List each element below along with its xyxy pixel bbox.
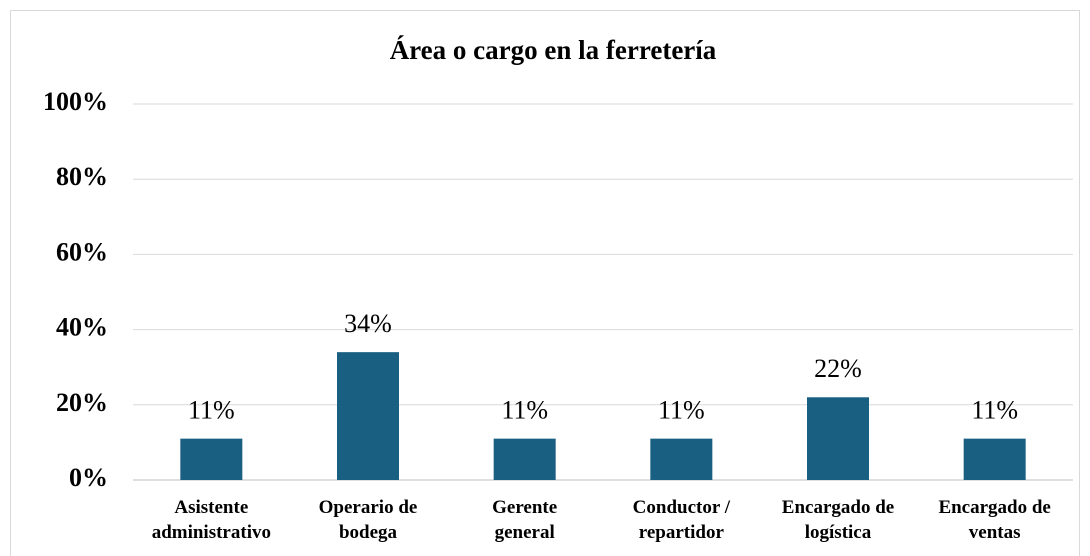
x-tick-label: Operario de bodega [318,497,418,543]
y-tick-label: 60% [56,237,108,266]
data-label: 11% [501,396,548,425]
bar [337,352,399,480]
bar [807,397,869,480]
y-tick-label: 100% [43,87,108,116]
y-tick-label: 0% [69,463,108,492]
chart-title: Área o cargo en la ferretería [390,35,717,65]
y-tick-label: 80% [56,162,108,191]
y-tick-label: 20% [56,388,108,417]
bar [963,438,1026,480]
bar [493,438,556,480]
y-tick-label: 40% [56,313,108,342]
x-tick-label: Encargado de logística [781,497,895,543]
bar [650,438,713,480]
data-label: 11% [971,396,1018,425]
data-label: 34% [344,309,392,338]
x-tick-label: Gerente general [492,497,558,543]
data-label: 22% [814,354,862,383]
x-tick-label: Encargado de ventas [938,497,1051,543]
x-tick-label: Conductor / repartidor [632,497,730,543]
data-label: 11% [188,396,235,425]
data-label: 11% [658,396,705,425]
x-tick-label: Asistente administrativo [151,497,271,543]
bar [180,438,243,480]
